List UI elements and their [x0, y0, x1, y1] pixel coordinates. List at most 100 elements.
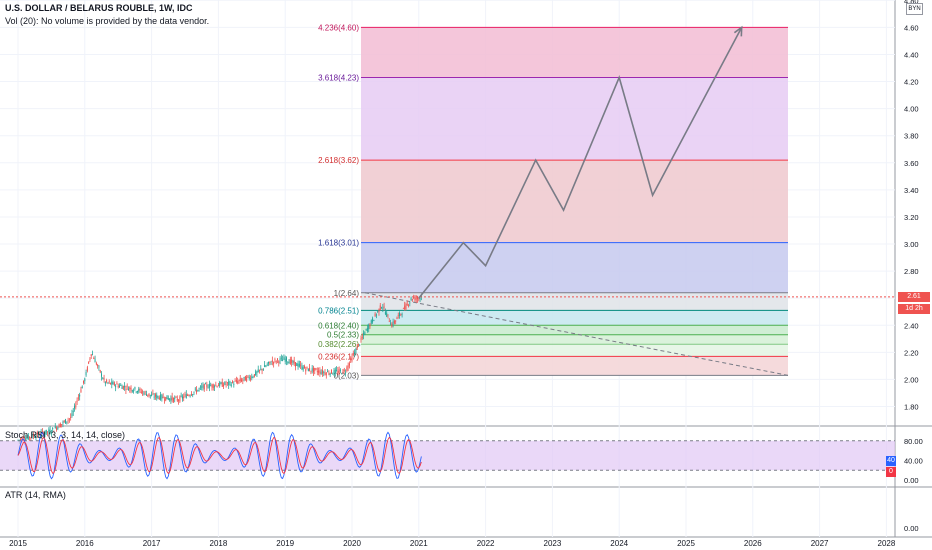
- candle-body: [98, 366, 100, 368]
- price-tick-label: 2.40: [904, 321, 919, 330]
- candle-body: [268, 361, 269, 364]
- candle-body: [203, 383, 205, 390]
- candle-body: [363, 333, 365, 336]
- candle-body: [92, 354, 94, 356]
- candle-body: [210, 385, 212, 387]
- candle-body: [190, 393, 192, 396]
- candle-body: [241, 379, 243, 382]
- candle-body: [305, 369, 307, 372]
- candle-body: [178, 400, 180, 402]
- candle-body: [97, 364, 99, 367]
- candle-body: [229, 381, 231, 383]
- candle-body: [142, 391, 144, 393]
- candle-body: [80, 389, 82, 393]
- candle-body: [372, 318, 374, 323]
- candle-body: [86, 367, 88, 371]
- price-series: [0, 293, 895, 445]
- candle-body: [162, 396, 164, 398]
- candle-body: [384, 311, 386, 315]
- fib-level-label: 0.786(2.51): [318, 306, 359, 315]
- candle-body: [392, 321, 394, 326]
- candle-body: [311, 368, 313, 372]
- candle-body: [165, 396, 167, 401]
- fib-zone: [361, 242, 788, 293]
- candle-body: [125, 389, 127, 390]
- candle-body: [333, 370, 335, 374]
- candle-body: [325, 372, 327, 376]
- candle-body: [75, 405, 77, 408]
- candle-body: [94, 359, 96, 363]
- candle-body: [413, 297, 415, 299]
- candle-body: [324, 372, 326, 375]
- currency-badge[interactable]: BYN: [906, 3, 923, 15]
- candle-body: [270, 363, 272, 365]
- candle-body: [261, 368, 263, 371]
- candle-body: [116, 383, 118, 385]
- candle-body: [342, 369, 344, 374]
- candle-body: [48, 429, 50, 432]
- fib-level-label: 0.618(2.40): [318, 321, 359, 330]
- projection-arrowhead: [733, 25, 743, 37]
- symbol-title[interactable]: U.S. DOLLAR / BELARUS ROUBLE, 1W, IDC: [5, 3, 193, 13]
- candle-body: [396, 317, 398, 320]
- candle-body: [167, 397, 169, 400]
- stoch-k-line: [17, 431, 422, 480]
- candle-body: [84, 378, 86, 382]
- candle-body: [43, 432, 45, 436]
- time-tick-label: 2027: [811, 539, 829, 548]
- candle-body: [161, 394, 163, 399]
- candle-body: [265, 365, 267, 367]
- candle-body: [67, 419, 69, 421]
- candle-body: [172, 397, 174, 402]
- fibonacci-extension[interactable]: 4.236(4.60) 3.618(4.23) 2.618(3.62) 1.618(3…: [318, 23, 789, 380]
- candle-body: [202, 385, 204, 388]
- candle-body: [297, 363, 299, 367]
- candle-body: [378, 308, 380, 313]
- candle-body: [133, 390, 135, 392]
- candle-body: [278, 361, 280, 364]
- candle-body: [154, 394, 156, 397]
- candle-body: [148, 393, 150, 396]
- candle-body: [347, 365, 349, 368]
- candle-body: [406, 303, 408, 305]
- candle-body: [350, 358, 352, 361]
- candle-body: [303, 366, 305, 369]
- candle-body: [199, 386, 201, 388]
- time-tick-label: 2021: [410, 539, 428, 548]
- atr-label[interactable]: ATR (14, RMA): [5, 490, 66, 500]
- candle-body: [47, 431, 49, 433]
- candle-body: [135, 391, 137, 393]
- candle-body: [156, 394, 158, 399]
- candle-body: [404, 305, 406, 310]
- candle-body: [354, 352, 356, 354]
- candle-body: [408, 305, 410, 307]
- candle-body: [138, 388, 140, 392]
- projection-path[interactable]: [418, 25, 743, 299]
- stoch-rsi-label[interactable]: Stoch RSI (3, 3, 14, 14, close): [5, 430, 126, 440]
- candle-body: [102, 378, 104, 380]
- candle-body: [32, 435, 34, 437]
- candle-body: [194, 388, 196, 390]
- candle-body: [355, 349, 357, 353]
- candle-body: [115, 385, 117, 388]
- candle-body: [35, 435, 37, 438]
- candle-body: [90, 354, 92, 356]
- time-tick-label: 2018: [210, 539, 228, 548]
- candle-body: [243, 376, 245, 379]
- candle-body: [306, 366, 308, 368]
- candle-body: [414, 296, 416, 301]
- candle-body: [348, 363, 350, 366]
- candle-body: [287, 361, 289, 363]
- candle-body: [382, 307, 384, 309]
- candle-body: [139, 388, 141, 391]
- candle-body: [122, 385, 124, 389]
- candle-body: [293, 360, 295, 364]
- candle-body: [187, 395, 189, 397]
- candle-body: [95, 363, 97, 365]
- time-tick-label: 2022: [477, 539, 495, 548]
- candle-body: [260, 368, 262, 370]
- candle-body: [127, 388, 129, 391]
- candle-body: [377, 311, 379, 312]
- candle-body: [271, 360, 273, 362]
